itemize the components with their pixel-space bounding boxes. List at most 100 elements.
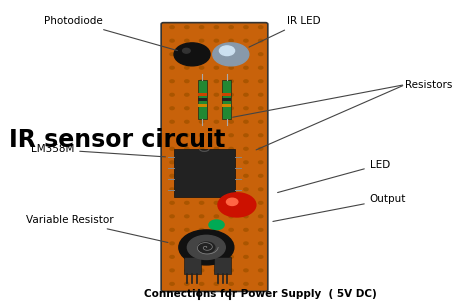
Circle shape	[244, 201, 248, 204]
Circle shape	[244, 255, 248, 258]
Circle shape	[259, 188, 263, 191]
Circle shape	[214, 229, 219, 231]
Circle shape	[185, 93, 189, 96]
Circle shape	[185, 107, 189, 110]
Circle shape	[200, 161, 204, 164]
Circle shape	[185, 39, 189, 42]
Circle shape	[214, 53, 219, 56]
Circle shape	[214, 80, 219, 82]
Circle shape	[170, 134, 174, 137]
Circle shape	[170, 242, 174, 245]
FancyBboxPatch shape	[161, 23, 268, 291]
Bar	[222, 98, 231, 101]
Circle shape	[214, 175, 219, 177]
Circle shape	[170, 80, 174, 82]
Circle shape	[259, 201, 263, 204]
Circle shape	[185, 229, 189, 231]
Circle shape	[170, 39, 174, 42]
Circle shape	[244, 242, 248, 245]
Circle shape	[259, 26, 263, 28]
Circle shape	[174, 43, 210, 66]
Circle shape	[170, 161, 174, 164]
Circle shape	[170, 201, 174, 204]
Circle shape	[244, 93, 248, 96]
Text: Connections for Power Supply  ( 5V DC): Connections for Power Supply ( 5V DC)	[144, 289, 377, 299]
Bar	[198, 98, 207, 101]
Circle shape	[214, 283, 219, 285]
Circle shape	[229, 175, 233, 177]
Circle shape	[170, 188, 174, 191]
Circle shape	[244, 134, 248, 137]
Circle shape	[200, 134, 204, 137]
Bar	[214, 257, 231, 274]
Circle shape	[198, 242, 215, 253]
Circle shape	[229, 53, 233, 56]
Circle shape	[185, 215, 189, 218]
Circle shape	[214, 269, 219, 272]
Circle shape	[185, 255, 189, 258]
Circle shape	[200, 215, 204, 218]
Circle shape	[244, 80, 248, 82]
Circle shape	[182, 48, 190, 53]
Circle shape	[229, 80, 233, 82]
Bar	[222, 104, 231, 107]
Circle shape	[214, 107, 219, 110]
Circle shape	[259, 229, 263, 231]
Circle shape	[170, 120, 174, 123]
Circle shape	[259, 215, 263, 218]
Circle shape	[214, 242, 219, 245]
Text: LED: LED	[278, 159, 390, 193]
Circle shape	[259, 269, 263, 272]
Circle shape	[259, 39, 263, 42]
Circle shape	[218, 193, 256, 217]
Circle shape	[200, 175, 204, 177]
Circle shape	[185, 201, 189, 204]
Circle shape	[229, 269, 233, 272]
Circle shape	[170, 255, 174, 258]
Circle shape	[214, 93, 219, 96]
Circle shape	[200, 120, 204, 123]
Circle shape	[259, 147, 263, 150]
Circle shape	[229, 26, 233, 28]
Text: IR sensor circuit: IR sensor circuit	[9, 128, 226, 153]
Circle shape	[214, 134, 219, 137]
Circle shape	[259, 161, 263, 164]
Text: LM358M: LM358M	[31, 144, 165, 157]
Circle shape	[214, 39, 219, 42]
Circle shape	[244, 161, 248, 164]
Circle shape	[185, 283, 189, 285]
Circle shape	[229, 242, 233, 245]
Circle shape	[244, 107, 248, 110]
Circle shape	[259, 120, 263, 123]
Circle shape	[170, 229, 174, 231]
Circle shape	[229, 283, 233, 285]
Circle shape	[214, 188, 219, 191]
Circle shape	[229, 215, 233, 218]
Circle shape	[214, 66, 219, 69]
Circle shape	[185, 53, 189, 56]
Circle shape	[259, 107, 263, 110]
Bar	[198, 92, 207, 95]
Circle shape	[244, 175, 248, 177]
Circle shape	[229, 134, 233, 137]
Bar	[222, 92, 231, 95]
Circle shape	[244, 215, 248, 218]
Circle shape	[229, 39, 233, 42]
Circle shape	[170, 26, 174, 28]
Circle shape	[214, 161, 219, 164]
Circle shape	[229, 107, 233, 110]
Circle shape	[200, 188, 204, 191]
Circle shape	[185, 147, 189, 150]
Circle shape	[179, 230, 234, 265]
Circle shape	[185, 175, 189, 177]
Circle shape	[170, 53, 174, 56]
Circle shape	[259, 242, 263, 245]
Circle shape	[185, 66, 189, 69]
Circle shape	[214, 201, 219, 204]
Circle shape	[185, 242, 189, 245]
Circle shape	[187, 235, 225, 259]
Circle shape	[185, 134, 189, 137]
Circle shape	[185, 161, 189, 164]
Circle shape	[200, 80, 204, 82]
Circle shape	[170, 175, 174, 177]
